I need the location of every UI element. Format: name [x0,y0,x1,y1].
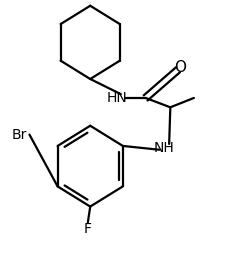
Text: NH: NH [154,141,175,155]
Text: F: F [84,222,92,236]
Text: O: O [174,60,186,75]
Text: Br: Br [12,128,27,141]
Text: HN: HN [107,91,128,105]
